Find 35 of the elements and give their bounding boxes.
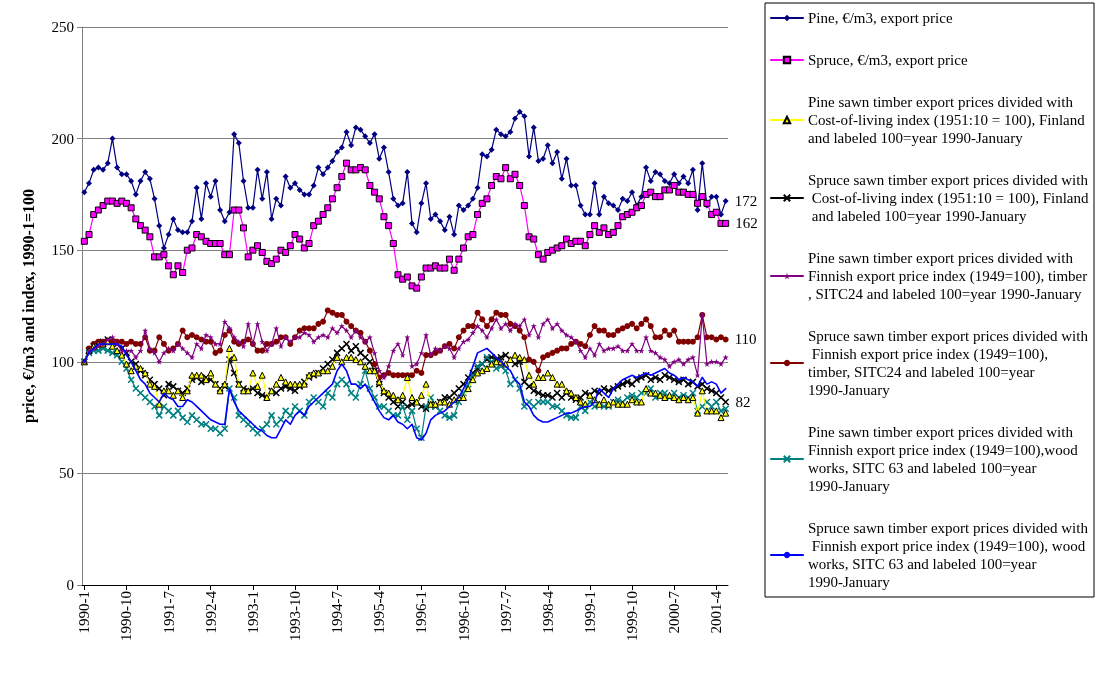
x-tick-label: 1993-1: [244, 591, 261, 634]
data-label: 172: [734, 193, 758, 210]
x-tick-label: 1998-4: [539, 590, 556, 634]
x-tick-label: 2000-7: [666, 590, 683, 634]
x-tick-label: 1993-10: [286, 591, 303, 641]
legend-label: Pine sawn timber export prices divided with Cost-of-living index (1951:10 = 100), Finland and labeled 100=year 1990-January: [808, 94, 1089, 146]
x-tick-label: 1990-1: [76, 591, 93, 634]
x-tick-label: 1997-7: [497, 590, 514, 634]
legend-label: Spruce sawn timber export prices divided with Cost-of-living index (1951:10 = 100), Finland and labeled 100=year 1990-January: [808, 172, 1090, 224]
x-tick-label: 1996-10: [455, 591, 472, 641]
legend-label: Pine, €/m3, export price: [808, 10, 953, 26]
legend-label: Spruce sawn timber export prices divided with Finnish export price index (1949=100), timber, SITC24 and labeled 100=year 1990-January: [808, 328, 1089, 398]
x-tick-label: 1990-10: [118, 591, 135, 641]
y-tick-label: 250: [51, 19, 74, 35]
x-tick-label: 1996-1: [413, 591, 430, 634]
x-tick-label: 1992-4: [202, 590, 219, 634]
x-tick-label: 1999-1: [581, 591, 598, 634]
legend-label: Pine sawn timber export prices divided with Finnish export price index (1949=100), timber, SITC24 and labeled 100=year 1990-January: [808, 250, 1088, 302]
y-tick-label: 150: [51, 242, 74, 259]
data-label: 110: [734, 331, 757, 348]
y-tick-label: 50: [59, 465, 74, 482]
y-tick-label: 100: [51, 353, 74, 370]
y-tick-label: 200: [51, 130, 74, 147]
y-axis-title: price, €/m3 and index, 1990-1=100: [19, 188, 38, 424]
data-label: 82: [735, 393, 751, 410]
legend-label: Spruce, €/m3, export price: [808, 52, 968, 68]
legend-label: Spruce sawn timber export prices divided with Finnish export price index (1949=100), wood works, SITC 63 and labeled 100=year 1990-January: [808, 520, 1089, 590]
x-tick-label: 1995-4: [371, 590, 388, 634]
data-label: 162: [735, 215, 758, 232]
x-tick-label: 2001-4: [708, 590, 725, 634]
legend-label: Pine sawn timber export prices divided with Finnish export price index (1949=100),wood works, SITC 63 and labeled 100=year 1990-January: [808, 424, 1082, 494]
x-tick-label: 1991-7: [160, 590, 177, 634]
y-tick-label: 0: [66, 577, 74, 593]
x-tick-label: 1994-7: [329, 590, 346, 634]
x-tick-label: 1999-10: [624, 591, 641, 641]
